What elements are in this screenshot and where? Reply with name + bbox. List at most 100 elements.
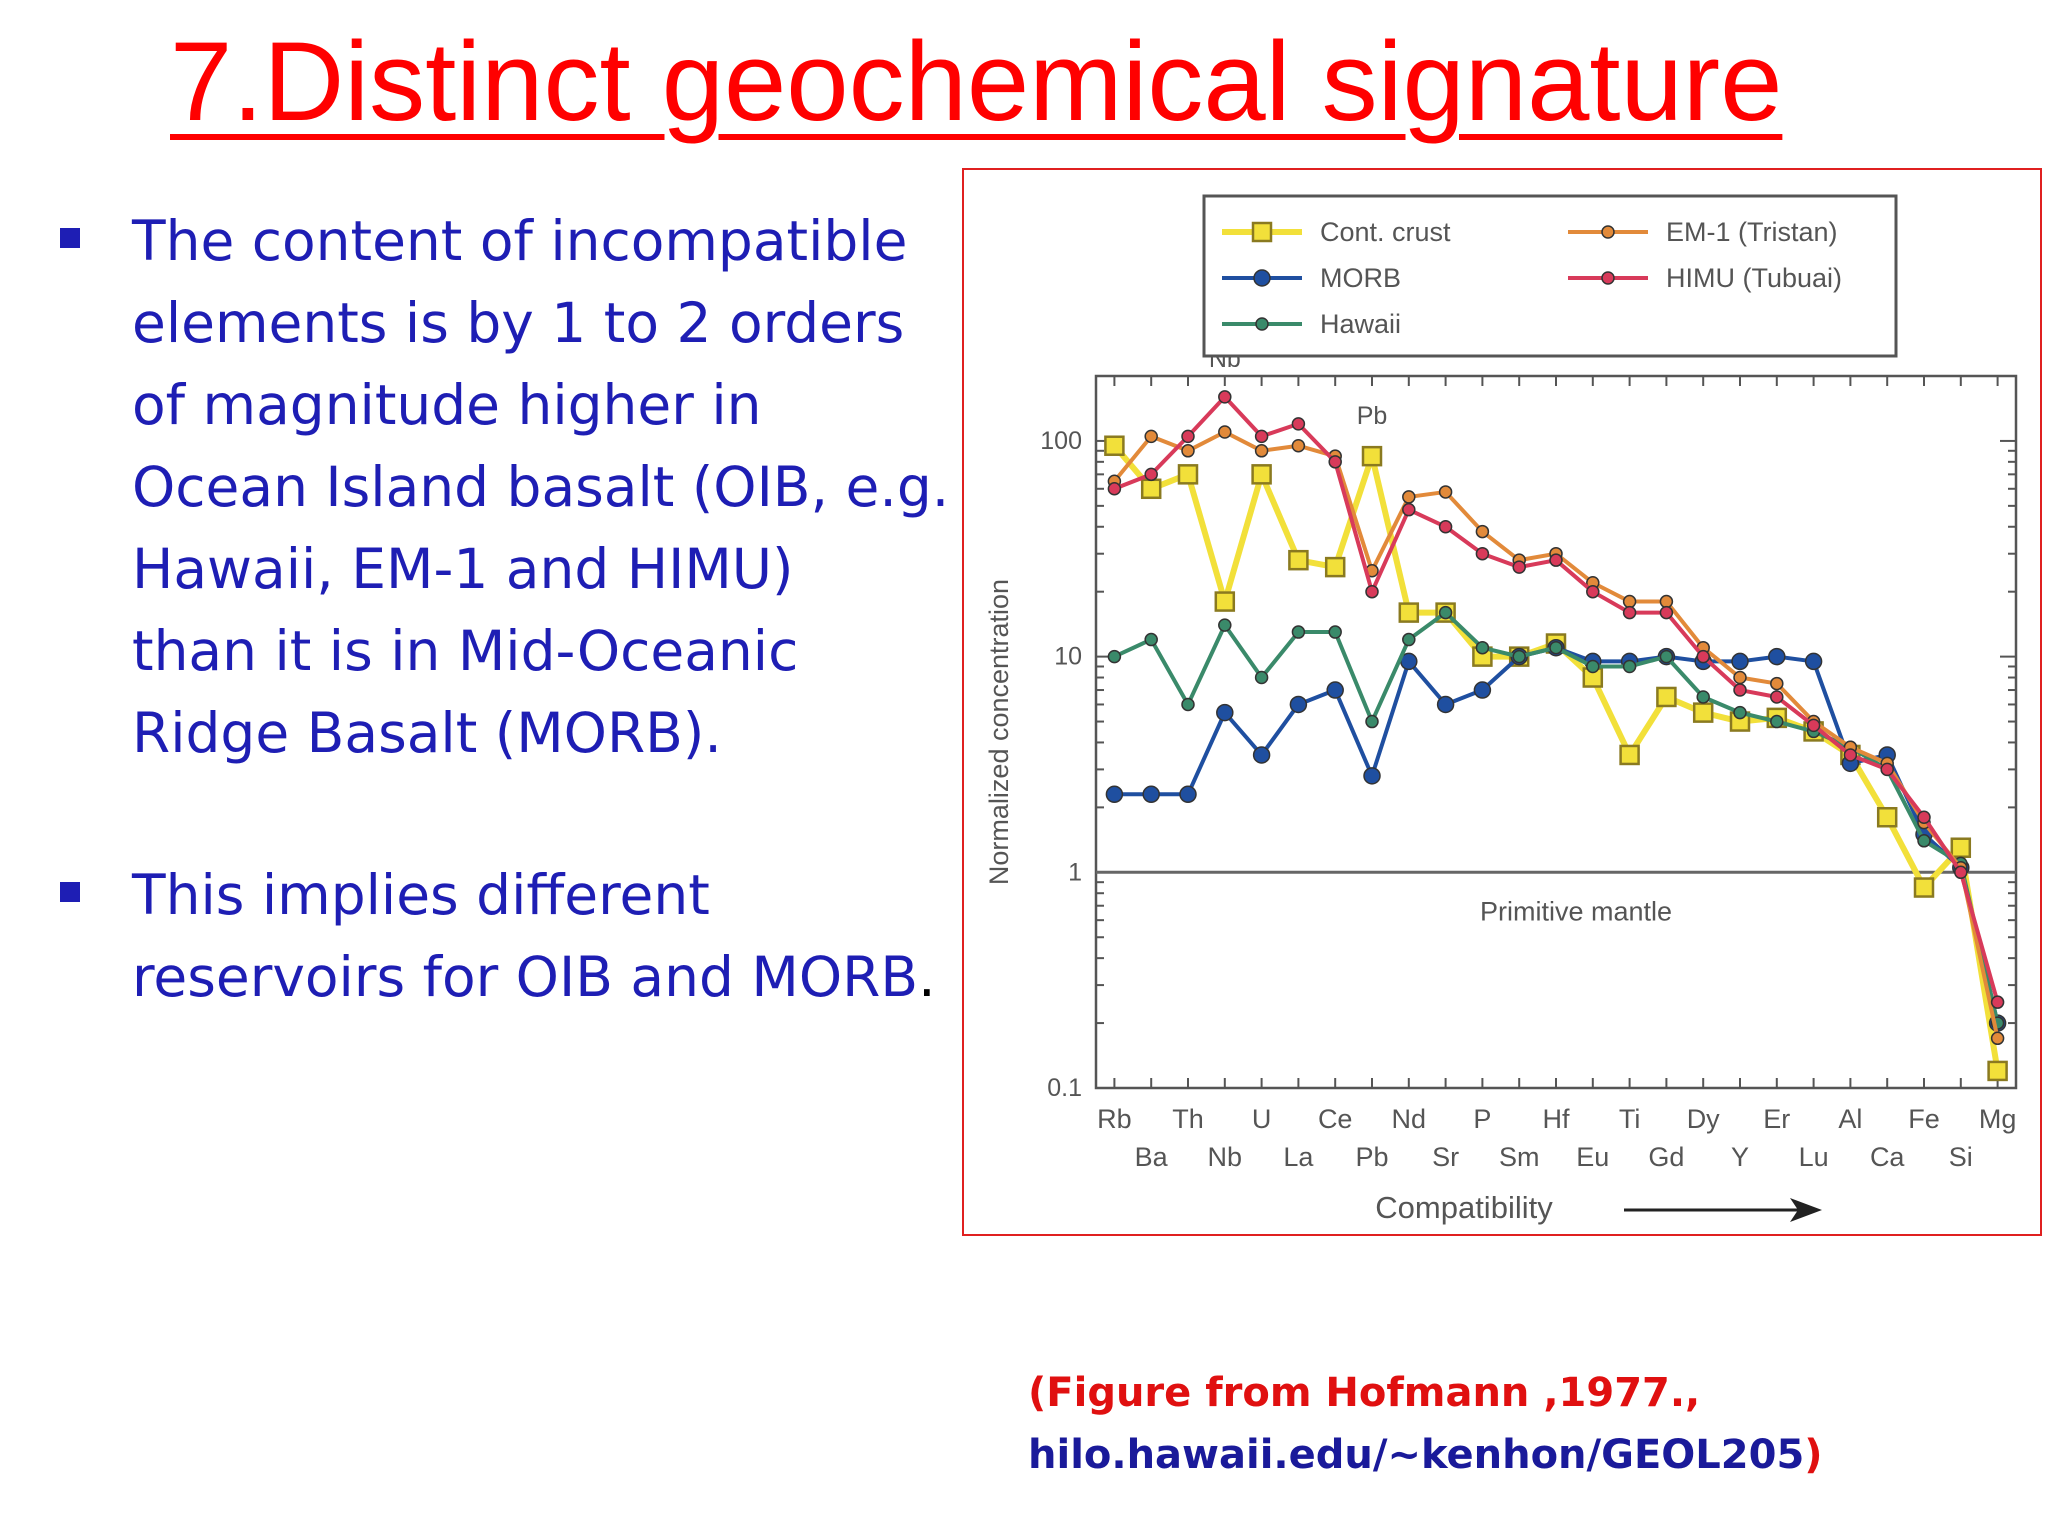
- x-tick-label: Pb: [1355, 1142, 1388, 1172]
- x-tick-label: P: [1473, 1104, 1491, 1134]
- data-point: [1990, 1031, 2005, 1046]
- legend-swatch-marker: [1255, 317, 1269, 331]
- data-point: [1402, 502, 1416, 517]
- x-tick-label: Y: [1731, 1142, 1749, 1172]
- data-point: [1104, 435, 1125, 456]
- figure-frame: 100 10 1 0.1 Normalized concentration Primiti…: [962, 168, 2042, 1236]
- data-point: [1659, 594, 1674, 609]
- data-point: [1619, 744, 1640, 766]
- data-point: [1291, 625, 1306, 639]
- y-tick-label: 1: [1068, 858, 1082, 886]
- data-point: [1289, 695, 1308, 714]
- data-point: [1144, 467, 1158, 482]
- data-point: [1549, 640, 1563, 655]
- data-point: [1917, 834, 1931, 848]
- bullet-square-icon: [60, 228, 80, 248]
- series-line: [1114, 645, 2000, 1024]
- data-point: [1288, 549, 1309, 571]
- bullet-point-2: This implies different reservoirs for OI…: [58, 854, 958, 1018]
- data-point: [1436, 695, 1455, 714]
- series-line: [1113, 610, 2000, 1024]
- x-tick-label: Lu: [1799, 1142, 1829, 1172]
- data-point: [1179, 785, 1197, 804]
- plot-frame: [1094, 374, 2018, 1090]
- data-point: [1326, 681, 1344, 699]
- data-point: [1733, 705, 1747, 720]
- x-tick-label: U: [1252, 1104, 1272, 1134]
- reference-line-label: Primitive mantle: [1480, 896, 1672, 926]
- data-point: [1105, 785, 1124, 804]
- caption-line-2: hilo.hawaii.edu/~kenhon/GEOL205): [1028, 1424, 1823, 1486]
- data-point: [1843, 748, 1858, 762]
- y-tick-label: 10: [1054, 643, 1082, 671]
- data-point: [1402, 632, 1416, 647]
- x-tick-label: Ti: [1619, 1104, 1641, 1134]
- x-tick-label: Fe: [1908, 1104, 1940, 1134]
- figure-caption: (Figure from Hofmann ,1977., hilo.hawaii…: [1028, 1362, 1823, 1486]
- data-point: [1586, 584, 1600, 599]
- data-point: [1917, 810, 1931, 824]
- legend-frame: [1202, 194, 1898, 358]
- data-point: [1990, 995, 2005, 1009]
- chart-legend: Cont. crust MORB Hawaii EM-1 (Tristan) HIMU …: [1202, 194, 1898, 358]
- data-point: [1696, 690, 1710, 704]
- x-tick-label: Ca: [1870, 1142, 1905, 1172]
- data-point: [1144, 429, 1158, 444]
- caption-source-url: hilo.hawaii.edu/~kenhon/GEOL205: [1028, 1432, 1805, 1478]
- compatibility-arrow-icon: [1790, 1198, 1822, 1222]
- x-tick-label: Nb: [1208, 1142, 1243, 1172]
- series-2: [1107, 605, 2005, 1030]
- data-point: [1438, 520, 1453, 534]
- data-point: [1218, 618, 1232, 632]
- data-point: [1913, 877, 1935, 898]
- data-point: [1954, 865, 1968, 880]
- data-point: [1254, 444, 1269, 458]
- x-tick-label: Th: [1172, 1104, 1204, 1134]
- data-point: [1770, 690, 1784, 704]
- data-point: [1512, 560, 1526, 574]
- data-point: [1880, 762, 1894, 777]
- data-point: [1733, 683, 1747, 697]
- data-point: [1696, 649, 1710, 664]
- series-4: [1107, 390, 2005, 1009]
- caption-line-1: (Figure from Hofmann ,1977.,: [1028, 1370, 1701, 1416]
- x-tick-label: Hf: [1543, 1104, 1570, 1134]
- data-point: [1254, 670, 1269, 685]
- data-point: [1218, 425, 1232, 439]
- x-tick-label: Nd: [1392, 1104, 1427, 1134]
- x-tick-label: Gd: [1648, 1142, 1684, 1172]
- x-tick-label: La: [1283, 1142, 1314, 1172]
- data-point: [1181, 697, 1195, 712]
- data-point: [1291, 417, 1306, 431]
- bullet-text-1: The content of incompatible elements is …: [132, 209, 950, 765]
- data-point: [1181, 444, 1195, 458]
- data-point: [1218, 390, 1232, 404]
- slide-title: 7.Distinct geochemical signature: [170, 19, 1783, 144]
- x-tick-label: Si: [1949, 1142, 1973, 1172]
- data-point: [1291, 438, 1306, 453]
- data-point: [1586, 659, 1600, 674]
- legend-entry-label: EM-1 (Tristan): [1666, 217, 1838, 247]
- point-label: Pb: [1357, 402, 1388, 430]
- data-point: [1622, 594, 1637, 609]
- x-tick-label: Ba: [1135, 1142, 1169, 1172]
- x-tick-label: Sr: [1432, 1142, 1459, 1172]
- data-point: [1252, 746, 1271, 764]
- caption-close-paren: ): [1804, 1432, 1823, 1478]
- data-point: [1804, 652, 1823, 671]
- spider-diagram: 100 10 1 0.1 Normalized concentration Primiti…: [984, 194, 2018, 1225]
- legend-entry-label: Cont. crust: [1320, 217, 1451, 247]
- legend-swatch-marker: [1253, 269, 1271, 287]
- bullet-text-2: This implies different reservoirs for OI…: [132, 863, 919, 1009]
- data-point: [1402, 490, 1416, 504]
- data-point: [1692, 702, 1714, 723]
- data-point: [1622, 659, 1637, 674]
- data-point: [1214, 591, 1236, 612]
- data-point: [1324, 556, 1346, 578]
- x-tick-label: Al: [1838, 1104, 1862, 1134]
- data-point: [1177, 464, 1199, 485]
- data-point: [1142, 785, 1160, 804]
- data-point: [1770, 714, 1784, 729]
- bullet-period: .: [918, 945, 936, 1009]
- x-tick-label: Dy: [1687, 1104, 1720, 1134]
